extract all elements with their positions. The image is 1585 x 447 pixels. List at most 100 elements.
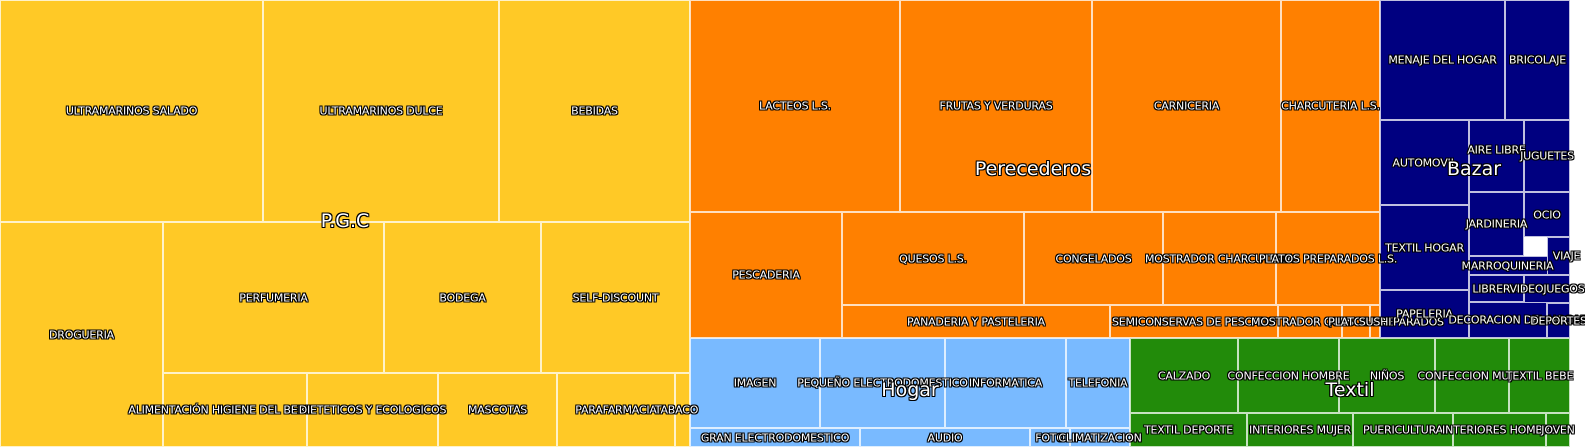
treemap-cell-label: FOTO — [1035, 431, 1065, 444]
treemap-cell-label: BRICOLAJE — [1508, 53, 1567, 67]
treemap-cell-foto: FOTO — [1030, 428, 1070, 447]
treemap-cell-label: CONGELADOS — [1055, 252, 1132, 265]
treemap-cell-label: GRAN ELECTRODOMESTICO — [700, 431, 850, 444]
treemap-cell-label: AUTOMOVIL — [1392, 156, 1457, 169]
treemap-cell-puericultura: PUERICULTURA — [1353, 413, 1453, 447]
treemap-cell-label: MENAJE DEL HOGAR — [1388, 53, 1497, 67]
treemap-cell-decoracion-del-hogar: DECORACION DEL HOGAR — [1448, 302, 1585, 338]
treemap-cell-label: MARROQUINERIA — [1461, 259, 1554, 272]
treemap-cell-sushi: SUSHI — [1359, 305, 1391, 338]
treemap-cell-charcuteria-l-s: CHARCUTERIA L.S. — [1281, 0, 1380, 212]
treemap-cell-label: BEBIDAS — [571, 104, 618, 118]
treemap-cell-frutas-y-verduras: FRUTAS Y VERDURAS — [900, 0, 1092, 212]
treemap-cell-label: CHARCUTERIA L.S. — [1281, 99, 1380, 113]
treemap-cell-mostrador-charcuteria: MOSTRADOR CHARCUTERIA — [1145, 212, 1294, 305]
treemap-cell-ultramarinos-salado: ULTRAMARINOS SALADO — [0, 0, 263, 222]
treemap-cell-viaje: VIAJE — [1547, 237, 1580, 275]
treemap-cell-platos-preparados-l-s: PLATOS PREPARADOS L.S. — [1259, 212, 1397, 305]
treemap-cell-mascotas: MASCOTAS — [438, 373, 557, 447]
treemap-cell-label: PEQUEÑO ELECTRODOMESTICO — [797, 376, 968, 390]
treemap-cell-label: CALZADO — [1157, 369, 1211, 382]
treemap-cell-label: MASCOTAS — [467, 403, 528, 417]
treemap-cell-climatizacion: CLIMATIZACION — [1058, 428, 1142, 447]
treemap-cell-interiores-hombre: INTERIORES HOMBRE — [1442, 413, 1557, 447]
treemap-cell-label: FRUTAS Y VERDURAS — [939, 99, 1053, 113]
treemap-cell-telefonia: TELEFONIA — [1066, 338, 1130, 428]
treemap-cell-semiconservas-de-pescado: SEMICONSERVAS DE PESCADO — [1110, 305, 1278, 338]
treemap-cell-dieteticos-y-ecologicos: DIETETICOS Y ECOLOGICOS — [299, 373, 446, 447]
treemap-cell-drogueria: DROGUERIA — [0, 222, 163, 447]
treemap-cell-label: TEXTIL BEBE — [1505, 369, 1574, 382]
treemap-cell-ninos: NIÑOS — [1339, 338, 1435, 413]
treemap-cell-parafarmacia: PARAFARMACIA — [557, 373, 675, 447]
treemap-cell-label: IMAGEN — [733, 376, 777, 390]
treemap-cell-aire-libre: AIRE LIBRE — [1467, 120, 1526, 192]
treemap-cell-lacteos-l-s: LACTEOS L.S. — [690, 0, 900, 212]
treemap-cell-label: JOVEN — [1541, 423, 1575, 437]
treemap-cell-label: TELEFONIA — [1068, 376, 1128, 390]
treemap-cell-platos-preparados: PLATOS PREPARADOS — [1328, 305, 1444, 338]
treemap-cell-label: ULTRAMARINOS SALADO — [65, 104, 198, 118]
treemap-cell-label: DIETETICOS Y ECOLOGICOS — [298, 403, 447, 417]
treemap-cell-perfumeria: PERFUMERIA — [163, 222, 384, 373]
treemap-cell-panaderia-y-pasteleria: PANADERIA Y PASTELERIA — [842, 305, 1110, 338]
treemap-cell-audio: AUDIO — [860, 428, 1030, 447]
treemap-cell-carniceria: CARNICERIA — [1092, 0, 1281, 212]
treemap-cell-label: LIBRERIA — [1472, 282, 1521, 295]
treemap-cell-informatica: INFORMATICA — [945, 338, 1066, 428]
treemap-cell-bebidas: BEBIDAS — [499, 0, 690, 222]
treemap-cell-label: NIÑOS — [1369, 369, 1405, 382]
treemap-cell-label: PLATOS PREPARADOS L.S. — [1258, 252, 1398, 265]
treemap-cell-mostrador-quesos: MOSTRADOR QUESOS — [1251, 305, 1369, 338]
treemap-cell-automovil: AUTOMOVIL — [1380, 120, 1469, 205]
treemap-cell-label: PERFUMERIA — [239, 291, 308, 304]
treemap-cell-label: LACTEOS L.S. — [759, 99, 831, 113]
treemap-cell-label: AUDIO — [927, 431, 963, 444]
treemap-cell-label: BODEGA — [439, 291, 486, 304]
treemap-cell-label: TEXTIL DEPORTE — [1143, 423, 1234, 437]
treemap-cell-congelados: CONGELADOS — [1024, 212, 1163, 305]
treemap-cell-bricolaje: BRICOLAJE — [1505, 0, 1570, 120]
treemap-cell-self-discount: SELF-DISCOUNT — [541, 222, 690, 373]
treemap-cell-papeleria: PAPELERIA — [1380, 290, 1469, 338]
treemap-cell-label: AIRE LIBRE — [1467, 143, 1526, 157]
treemap-cell-textil-bebe: TEXTIL BEBE — [1505, 338, 1574, 413]
treemap-cell-deportes: DEPORTES — [1530, 303, 1585, 338]
treemap-cell-joven: JOVEN — [1541, 413, 1575, 447]
treemap-cell-label: OCIO — [1533, 208, 1561, 221]
treemap-cell-interiores-mujer: INTERIORES MUJER — [1247, 413, 1353, 447]
treemap-cell-label: CARNICERIA — [1153, 99, 1220, 113]
treemap-cell-textil-hogar: TEXTIL HOGAR — [1380, 205, 1469, 290]
treemap-cell-label: PANADERIA Y PASTELERIA — [907, 315, 1045, 328]
treemap-cell-label: CONFECCION HOMBRE — [1227, 369, 1350, 382]
treemap-cell-ocio: OCIO — [1524, 192, 1570, 237]
treemap-cell-label: PARAFARMACIA — [575, 403, 657, 417]
treemap-cell-label: MOSTRADOR CHARCUTERIA — [1144, 252, 1295, 265]
treemap-cell-videojuegos: VIDEOJUEGOS — [1509, 275, 1585, 303]
treemap-cell-label: JARDINERIA — [1465, 217, 1528, 231]
treemap-cell-menaje-del-hogar: MENAJE DEL HOGAR — [1380, 0, 1505, 120]
treemap-cell-confeccion-mujer: CONFECCION MUJER — [1417, 338, 1527, 413]
treemap-cell-label: PESCADERIA — [732, 268, 800, 282]
treemap-cell-label: TEXTIL HOGAR — [1385, 241, 1464, 254]
treemap-cell-label: PUERICULTURA — [1363, 423, 1443, 437]
treemap-cell-label: INTERIORES MUJER — [1249, 423, 1351, 437]
treemap-cell-label: INFORMATICA — [968, 376, 1043, 390]
treemap-cell-imagen: IMAGEN — [690, 338, 820, 428]
treemap-cell-bodega: BODEGA — [384, 222, 541, 373]
treemap-cell-label: PAPELERIA — [1396, 307, 1453, 321]
treemap-cell-ultramarinos-dulce: ULTRAMARINOS DULCE — [263, 0, 499, 222]
treemap-cell-juguetes: JUGUETES — [1520, 120, 1574, 192]
treemap-cell-libreria: LIBRERIA — [1469, 275, 1524, 302]
treemap-cell-label: VIAJE — [1552, 249, 1581, 263]
treemap-cell-label: SELF-DISCOUNT — [572, 291, 659, 304]
treemap-cell-pequeno-electrodomestico: PEQUEÑO ELECTRODOMESTICO — [797, 338, 968, 428]
treemap-cell-calzado: CALZADO — [1130, 338, 1238, 413]
treemap-cell-confeccion-hombre: CONFECCION HOMBRE — [1228, 338, 1350, 413]
treemap-cell-label: SEMICONSERVAS DE PESCADO — [1111, 315, 1277, 328]
treemap-cell-label: ULTRAMARINOS DULCE — [319, 104, 443, 118]
treemap-cell-label: INTERIORES HOMBRE — [1442, 423, 1557, 437]
treemap-cell-label: JUGUETES — [1520, 149, 1574, 163]
treemap-cell-textil-deporte: TEXTIL DEPORTE — [1130, 413, 1247, 447]
